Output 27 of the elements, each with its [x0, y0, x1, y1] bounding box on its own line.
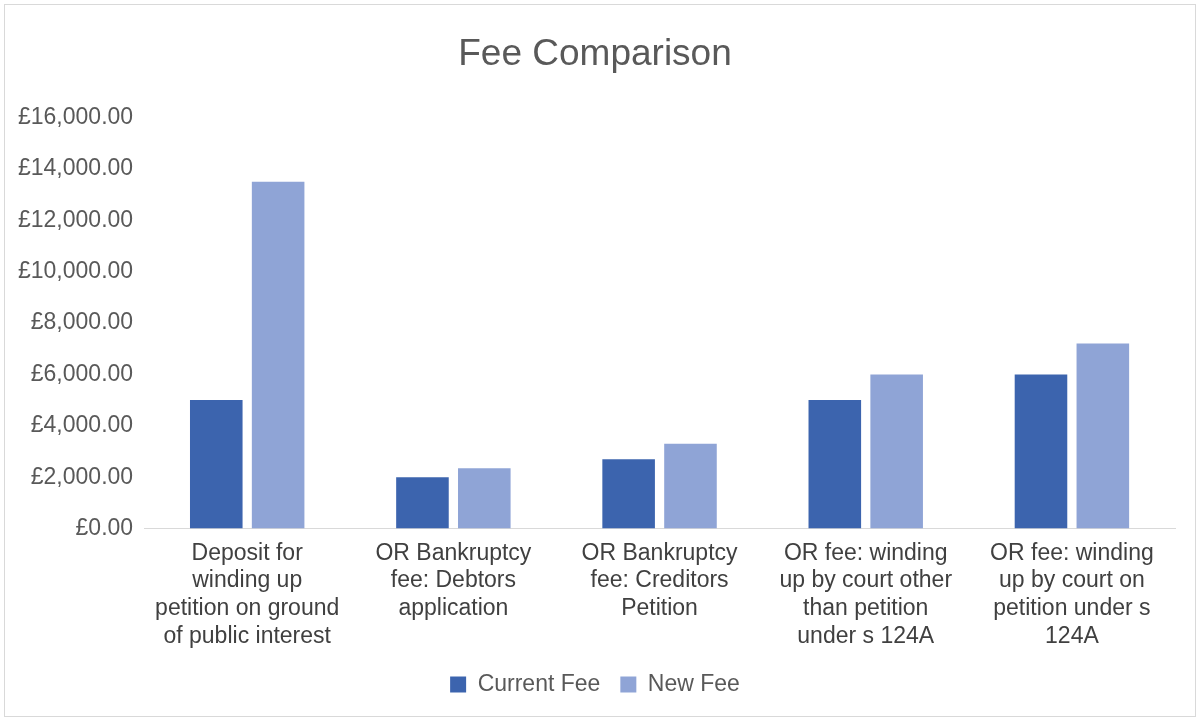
y-tick-label: £4,000.00 [30, 411, 134, 438]
bar [251, 181, 305, 529]
bar [396, 477, 449, 529]
bar [808, 400, 862, 529]
legend-label: Current Fee [477, 669, 601, 696]
x-tick-label: Deposit for winding up petition on ground of public interest [155, 538, 340, 648]
y-tick-label: £10,000.00 [17, 256, 134, 283]
y-tick-label: £6,000.00 [30, 359, 134, 386]
bar [458, 468, 511, 529]
y-tick-label: £16,000.00 [17, 102, 134, 129]
y-tick-label: £8,000.00 [30, 308, 134, 335]
bar [1014, 374, 1068, 529]
y-tick-label: £0.00 [75, 513, 134, 540]
bar [664, 443, 717, 529]
bar [189, 400, 243, 529]
chart-title: Fee Comparison [458, 32, 732, 74]
y-tick-label: £2,000.00 [30, 462, 134, 489]
bar [870, 374, 923, 529]
x-tick-label: OR fee: winding up by court other than petition under s 124A [779, 538, 953, 648]
legend-label: New Fee [647, 669, 740, 696]
x-tick-label: OR Bankruptcy fee: Creditors Petition [581, 538, 739, 620]
y-tick-label: £14,000.00 [17, 154, 134, 181]
x-tick-label: OR Bankruptcy fee: Debtors application [375, 538, 532, 620]
x-tick-label: OR fee: winding up by court on petition under s 124A [990, 538, 1154, 648]
y-tick-label: £12,000.00 [17, 205, 134, 232]
bar [602, 459, 655, 529]
bar [1076, 343, 1130, 529]
